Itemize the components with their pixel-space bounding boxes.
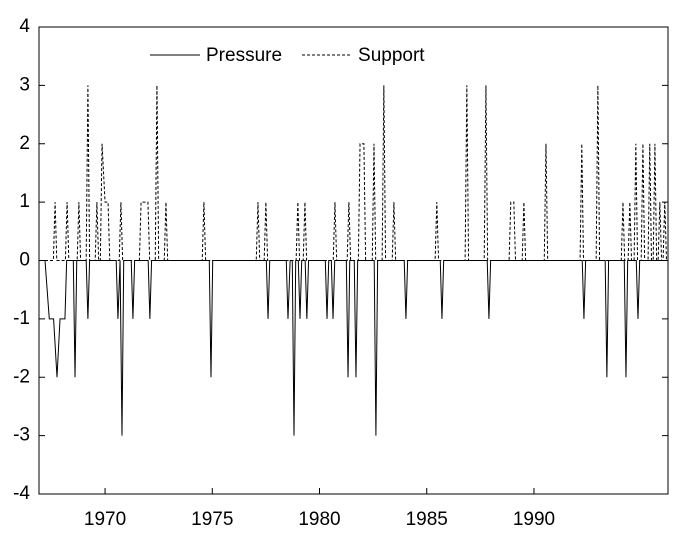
y-tick-label: 0	[19, 250, 30, 271]
series-line	[44, 260, 667, 436]
y-tick-label: -3	[13, 425, 30, 446]
y-tick-label: -2	[13, 366, 30, 387]
legend-label: Support	[358, 45, 425, 66]
legend-label: Pressure	[206, 45, 282, 66]
series-line	[45, 85, 667, 261]
x-tick-label: 1975	[191, 509, 233, 530]
x-tick-label: 1985	[406, 509, 448, 530]
y-tick-label: -4	[13, 483, 30, 504]
y-tick-label: 3	[19, 74, 30, 95]
y-tick-label: 1	[19, 191, 30, 212]
x-tick-label: 1970	[84, 509, 126, 530]
y-tick-label: 4	[19, 16, 30, 37]
x-tick-label: 1990	[513, 509, 555, 530]
y-tick-label: 2	[19, 133, 30, 154]
x-tick-label: 1980	[298, 509, 340, 530]
y-tick-label: -1	[13, 308, 30, 329]
